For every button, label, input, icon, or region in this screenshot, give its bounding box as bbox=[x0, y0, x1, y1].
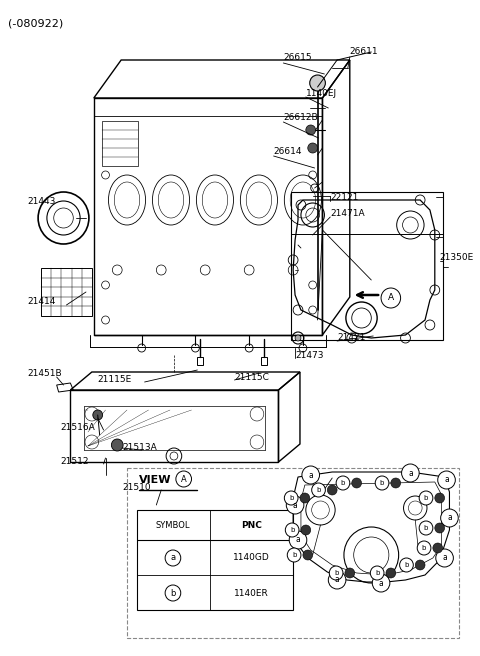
Text: a: a bbox=[379, 579, 384, 588]
Text: a: a bbox=[442, 554, 447, 562]
Circle shape bbox=[312, 483, 325, 497]
Text: b: b bbox=[289, 495, 293, 501]
Bar bbox=[137, 510, 293, 610]
Circle shape bbox=[433, 543, 443, 553]
Text: b: b bbox=[404, 562, 408, 568]
Circle shape bbox=[372, 574, 390, 592]
Circle shape bbox=[165, 585, 181, 601]
Circle shape bbox=[436, 549, 454, 567]
Circle shape bbox=[419, 521, 433, 535]
Text: b: b bbox=[334, 570, 338, 576]
Text: VIEW: VIEW bbox=[139, 475, 171, 485]
Text: a: a bbox=[335, 575, 339, 584]
Text: 21513A: 21513A bbox=[122, 443, 157, 453]
Text: a: a bbox=[293, 501, 298, 510]
Text: a: a bbox=[308, 470, 313, 480]
Circle shape bbox=[111, 439, 123, 451]
Bar bbox=[41, 268, 92, 316]
Text: b: b bbox=[170, 588, 176, 598]
Circle shape bbox=[328, 571, 346, 589]
Bar bbox=[261, 357, 267, 365]
Circle shape bbox=[441, 509, 458, 527]
Text: 21473: 21473 bbox=[295, 352, 324, 361]
Text: 21421: 21421 bbox=[337, 333, 365, 342]
Circle shape bbox=[402, 464, 419, 482]
Text: 26612B: 26612B bbox=[283, 113, 318, 123]
Text: b: b bbox=[341, 480, 345, 486]
Text: a: a bbox=[447, 514, 452, 522]
Text: A: A bbox=[388, 293, 394, 302]
Text: 21471A: 21471A bbox=[330, 209, 365, 218]
Text: 21115C: 21115C bbox=[235, 373, 269, 382]
Circle shape bbox=[285, 523, 299, 537]
Text: a: a bbox=[408, 468, 413, 478]
Circle shape bbox=[375, 476, 389, 490]
Circle shape bbox=[301, 525, 311, 535]
Text: SYMBOL: SYMBOL bbox=[156, 520, 190, 529]
Circle shape bbox=[165, 550, 181, 566]
Bar bbox=[197, 357, 203, 365]
Text: 21350E: 21350E bbox=[440, 253, 474, 262]
Text: 1140GD: 1140GD bbox=[233, 554, 269, 562]
Circle shape bbox=[435, 523, 444, 533]
Circle shape bbox=[438, 471, 456, 489]
Circle shape bbox=[286, 496, 304, 514]
Text: b: b bbox=[316, 487, 321, 493]
Text: b: b bbox=[380, 480, 384, 486]
Text: 21414: 21414 bbox=[27, 298, 56, 306]
Text: (-080922): (-080922) bbox=[8, 18, 63, 28]
Circle shape bbox=[415, 560, 425, 570]
Circle shape bbox=[303, 550, 312, 560]
Circle shape bbox=[306, 125, 315, 135]
Bar bbox=[291, 192, 443, 340]
Circle shape bbox=[310, 75, 325, 91]
Circle shape bbox=[435, 493, 444, 503]
Circle shape bbox=[308, 143, 318, 153]
Circle shape bbox=[287, 548, 301, 562]
Text: 21510: 21510 bbox=[122, 483, 151, 493]
Text: 22121: 22121 bbox=[330, 194, 359, 203]
Text: 26611: 26611 bbox=[350, 47, 378, 56]
Text: 1140ER: 1140ER bbox=[234, 588, 268, 598]
Circle shape bbox=[336, 476, 350, 490]
Bar bbox=[127, 468, 459, 638]
Circle shape bbox=[370, 566, 384, 580]
Text: b: b bbox=[290, 527, 294, 533]
Circle shape bbox=[417, 541, 431, 555]
Text: b: b bbox=[424, 525, 428, 531]
Text: 21516A: 21516A bbox=[60, 424, 96, 432]
Circle shape bbox=[419, 491, 433, 505]
Text: A: A bbox=[181, 474, 187, 483]
Text: a: a bbox=[170, 554, 176, 562]
Circle shape bbox=[93, 410, 103, 420]
Text: 26615: 26615 bbox=[283, 54, 312, 62]
Circle shape bbox=[329, 566, 343, 580]
Text: 26614: 26614 bbox=[274, 148, 302, 157]
Circle shape bbox=[295, 335, 301, 341]
Circle shape bbox=[345, 568, 355, 578]
Text: a: a bbox=[444, 476, 449, 485]
Text: b: b bbox=[424, 495, 428, 501]
Circle shape bbox=[386, 568, 396, 578]
Text: 1140EJ: 1140EJ bbox=[306, 89, 337, 98]
Text: 21443: 21443 bbox=[27, 197, 56, 207]
Circle shape bbox=[176, 471, 192, 487]
Circle shape bbox=[327, 485, 337, 495]
Circle shape bbox=[300, 493, 310, 503]
Text: b: b bbox=[375, 570, 379, 576]
Circle shape bbox=[284, 491, 298, 505]
Text: b: b bbox=[292, 552, 296, 558]
Text: 21115E: 21115E bbox=[98, 375, 132, 384]
Circle shape bbox=[391, 478, 401, 488]
Text: b: b bbox=[422, 545, 426, 551]
Circle shape bbox=[289, 531, 307, 549]
Circle shape bbox=[352, 478, 361, 488]
Text: 21512: 21512 bbox=[60, 457, 89, 466]
Circle shape bbox=[400, 558, 413, 572]
Circle shape bbox=[302, 466, 320, 484]
Text: PNC: PNC bbox=[240, 520, 262, 529]
Text: 21451B: 21451B bbox=[27, 369, 62, 379]
Circle shape bbox=[381, 288, 401, 308]
Text: a: a bbox=[296, 535, 300, 544]
